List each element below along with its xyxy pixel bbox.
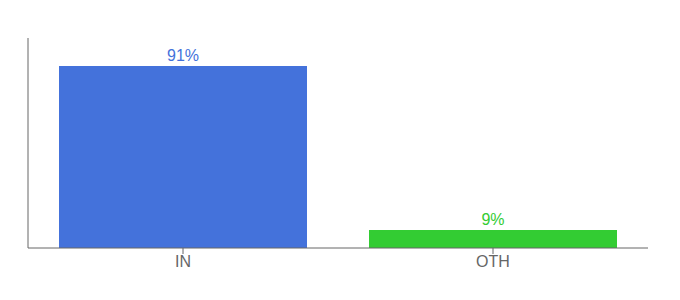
svg-text:9%: 9% bbox=[481, 211, 504, 228]
svg-text:91%: 91% bbox=[167, 47, 199, 64]
svg-text:IN: IN bbox=[175, 253, 191, 270]
svg-text:OTH: OTH bbox=[476, 253, 510, 270]
